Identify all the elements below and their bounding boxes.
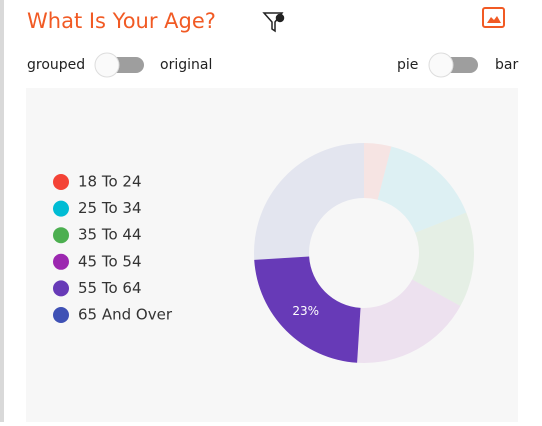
donut-slice[interactable] xyxy=(254,256,361,363)
legend-label[interactable]: 55 To 64 xyxy=(78,279,142,297)
legend-label[interactable]: 18 To 24 xyxy=(78,173,142,191)
donut-slice[interactable] xyxy=(377,146,467,233)
slice-label: 23% xyxy=(292,304,319,318)
legend-marker[interactable] xyxy=(53,253,69,270)
legend-marker[interactable] xyxy=(53,200,69,217)
toggle-switch[interactable] xyxy=(94,52,144,78)
filter-icon[interactable] xyxy=(262,12,285,33)
legend-label[interactable]: 45 To 54 xyxy=(78,252,142,270)
chart-panel xyxy=(26,88,518,422)
donut-slice[interactable] xyxy=(357,279,461,363)
legend-marker[interactable] xyxy=(53,280,69,297)
toggle-switch[interactable] xyxy=(428,52,478,78)
toggle-label: grouped xyxy=(27,57,85,73)
legend-label[interactable]: 25 To 34 xyxy=(78,199,142,217)
window-edge xyxy=(0,0,4,422)
donut-slice[interactable] xyxy=(364,143,392,200)
image-icon[interactable] xyxy=(482,7,505,28)
legend-label[interactable]: 65 And Over xyxy=(78,306,173,324)
widget-title: What Is Your Age? xyxy=(27,9,216,33)
legend-marker[interactable] xyxy=(53,227,69,244)
donut-slice[interactable] xyxy=(253,143,364,260)
toggle-label: bar xyxy=(495,57,518,73)
toggle-label: pie xyxy=(397,57,418,73)
legend-marker[interactable] xyxy=(53,174,69,190)
plot: 23% 18 To 24 25 To 34 35 To 44 45 To 54 55 To… xyxy=(53,143,474,363)
legend-marker[interactable] xyxy=(53,307,69,323)
donut-slice[interactable] xyxy=(412,212,474,306)
legend-label[interactable]: 35 To 44 xyxy=(78,226,142,244)
toggle-label: original xyxy=(160,57,212,73)
